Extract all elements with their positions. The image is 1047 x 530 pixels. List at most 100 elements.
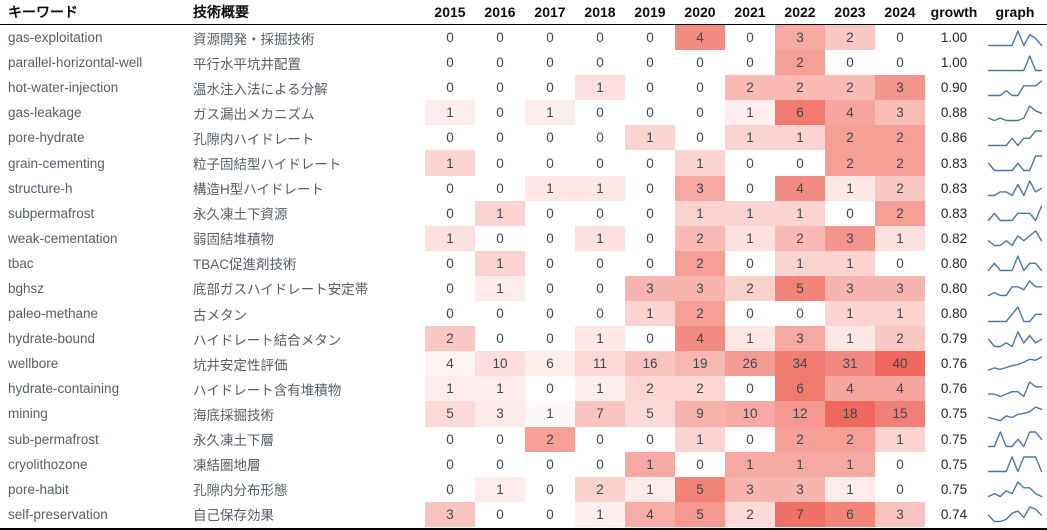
- year-value-cell: 1: [775, 125, 825, 151]
- year-value-cell: 0: [575, 275, 625, 302]
- description-label: 平行水平坑井配置: [193, 56, 301, 72]
- year-value-cell: 1: [825, 250, 875, 276]
- sparkline-graph: [987, 105, 1043, 122]
- table-row: subpermafrost 永久凍土下資源 0 1 0 0 0 1 1 1 0 2 0.83: [0, 200, 1047, 226]
- year-value-cell: 0: [525, 250, 575, 276]
- year-value-cell: 2: [875, 200, 925, 226]
- year-value-cell: 2: [775, 75, 825, 101]
- graph-cell: [983, 376, 1047, 401]
- year-value-cell: 6: [525, 351, 575, 377]
- year-value-cell: 0: [475, 301, 525, 327]
- year-value-cell: 0: [725, 175, 775, 201]
- year-value-cell: 3: [675, 275, 725, 302]
- year-value-cell: 0: [425, 476, 475, 502]
- description-label: 構造H型ハイドレート: [193, 182, 324, 198]
- year-value-cell: 0: [525, 125, 575, 151]
- year-value-cell: 1: [575, 376, 625, 402]
- graph-cell: [983, 201, 1047, 226]
- year-value-cell: 34: [775, 351, 825, 377]
- year-value-cell: 4: [875, 376, 925, 402]
- keyword-label: sub-permafrost: [8, 431, 99, 447]
- year-value-cell: 1: [725, 200, 775, 226]
- year-value-cell: 0: [475, 75, 525, 101]
- graph-cell: [983, 351, 1047, 376]
- year-value-cell: 2: [875, 326, 925, 352]
- year-value-cell: 0: [625, 426, 675, 452]
- sparkline-graph: [987, 255, 1043, 272]
- year-value-cell: 0: [875, 250, 925, 276]
- year-value-cell: 15: [875, 401, 925, 427]
- year-value-cell: 4: [825, 376, 875, 402]
- description-label: TBAC促進剤技術: [193, 257, 297, 273]
- year-value-cell: 0: [525, 476, 575, 502]
- year-value-cell: 0: [575, 426, 625, 452]
- year-value-cell: 0: [525, 200, 575, 226]
- col-header-description: 技術概要: [193, 4, 249, 20]
- col-header-2021: 2021: [734, 4, 766, 20]
- graph-cell: [983, 326, 1047, 351]
- keyword-label: cryolithozone: [8, 456, 88, 472]
- sparkline-graph: [987, 280, 1043, 297]
- year-value-cell: 6: [775, 376, 825, 402]
- table-row: wellbore 坑井安定性評価 4 10 6 11 16 19 26 34 31 40 0.76: [0, 351, 1047, 377]
- year-value-cell: 3: [875, 501, 925, 527]
- sparkline-graph: [987, 305, 1043, 322]
- description-label: 自己保存効果: [193, 508, 274, 524]
- year-value-cell: 2: [675, 376, 725, 402]
- year-value-cell: 1: [775, 200, 825, 226]
- year-value-cell: 0: [525, 50, 575, 76]
- sparkline-graph: [987, 456, 1043, 473]
- growth-value: 0.74: [940, 506, 968, 522]
- year-value-cell: 12: [775, 401, 825, 427]
- year-value-cell: 0: [575, 451, 625, 477]
- description-label: 凍結圏地層: [193, 458, 261, 474]
- sparkline-graph: [987, 506, 1043, 523]
- col-header-2016: 2016: [484, 4, 516, 20]
- year-value-cell: 0: [475, 225, 525, 251]
- description-label: 底部ガスハイドレート安定帯: [193, 282, 369, 298]
- year-value-cell: 0: [475, 501, 525, 527]
- sparkline-graph: [987, 330, 1043, 347]
- graph-cell: [983, 125, 1047, 150]
- graph-cell: [983, 427, 1047, 452]
- growth-value: 0.86: [940, 130, 968, 146]
- year-value-cell: 1: [775, 250, 825, 276]
- year-value-cell: 1: [575, 225, 625, 251]
- year-value-cell: 2: [825, 75, 875, 101]
- year-value-cell: 0: [625, 25, 675, 51]
- year-value-cell: 0: [625, 200, 675, 226]
- year-value-cell: 0: [875, 476, 925, 502]
- description-label: 弱固結堆積物: [193, 232, 274, 248]
- year-value-cell: 0: [425, 426, 475, 452]
- year-value-cell: 7: [575, 401, 625, 427]
- year-value-cell: 0: [775, 301, 825, 327]
- sparkline-graph: [987, 29, 1043, 46]
- year-value-cell: 4: [775, 175, 825, 201]
- col-header-graph: graph: [995, 4, 1035, 20]
- year-value-cell: 5: [675, 501, 725, 527]
- year-value-cell: 3: [425, 501, 475, 527]
- year-value-cell: 2: [825, 125, 875, 151]
- keyword-label: paleo-methane: [8, 306, 99, 322]
- growth-value: 0.90: [940, 80, 968, 96]
- year-value-cell: 3: [825, 275, 875, 302]
- year-value-cell: 1: [575, 501, 625, 527]
- year-value-cell: 1: [475, 275, 525, 302]
- year-value-cell: 2: [725, 75, 775, 101]
- sparkline-graph: [987, 54, 1043, 71]
- year-value-cell: 10: [475, 351, 525, 377]
- year-value-cell: 2: [825, 426, 875, 452]
- year-value-cell: 1: [675, 200, 725, 226]
- keyword-label: gas-exploitation: [8, 30, 103, 46]
- table-row: grain-cementing 粒子固結型ハイドレート 1 0 0 0 0 1 0 0 2 2 0.83: [0, 150, 1047, 176]
- year-value-cell: 3: [875, 75, 925, 101]
- year-value-cell: 0: [725, 250, 775, 276]
- year-value-cell: 3: [725, 476, 775, 502]
- year-value-cell: 0: [475, 175, 525, 201]
- growth-value: 0.75: [940, 431, 968, 447]
- table-row: paleo-methane 古メタン 0 0 0 0 1 2 0 0 1 1 0.80: [0, 301, 1047, 327]
- description-label: 海底採掘技術: [193, 407, 274, 423]
- growth-value: 0.75: [940, 456, 968, 472]
- year-value-cell: 2: [725, 275, 775, 302]
- description-label: 孔隙内分布形態: [193, 483, 288, 499]
